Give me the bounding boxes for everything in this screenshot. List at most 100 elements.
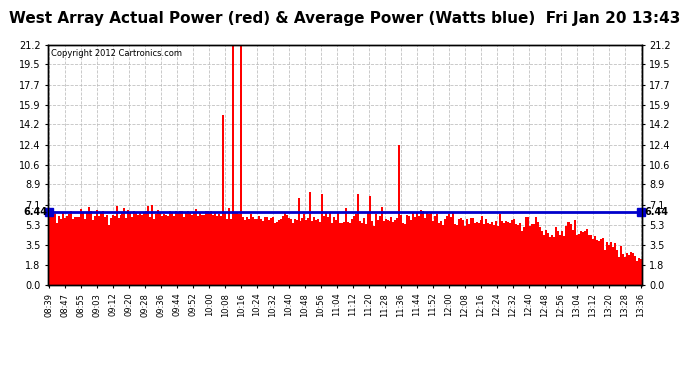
Bar xyxy=(523,226,525,285)
Bar xyxy=(446,216,448,285)
Bar xyxy=(487,223,489,285)
Bar xyxy=(525,217,527,285)
Bar xyxy=(618,257,620,285)
Bar xyxy=(484,224,486,285)
Bar xyxy=(470,218,471,285)
Bar xyxy=(438,223,440,285)
Bar xyxy=(404,224,406,285)
Bar xyxy=(345,208,347,285)
Bar xyxy=(598,241,600,285)
Bar xyxy=(226,219,228,285)
Bar xyxy=(72,219,74,285)
Bar xyxy=(220,216,222,285)
Bar xyxy=(159,213,161,285)
Bar xyxy=(258,216,260,285)
Bar xyxy=(189,212,190,285)
Bar xyxy=(434,216,436,285)
Bar xyxy=(169,211,171,285)
Bar xyxy=(157,210,159,285)
Bar xyxy=(62,212,64,285)
Bar xyxy=(246,217,248,285)
Bar xyxy=(248,219,250,285)
Bar xyxy=(628,255,630,285)
Bar xyxy=(491,222,493,285)
Bar xyxy=(546,233,549,285)
Bar xyxy=(468,224,470,285)
Bar xyxy=(373,226,375,285)
Bar xyxy=(408,216,411,285)
Bar xyxy=(137,215,139,285)
Bar xyxy=(349,223,351,285)
Bar xyxy=(244,220,246,285)
Bar xyxy=(213,215,215,285)
Bar xyxy=(569,222,571,285)
Bar xyxy=(428,214,430,285)
Bar xyxy=(311,221,313,285)
Bar xyxy=(391,217,393,285)
Bar xyxy=(282,216,284,285)
Bar xyxy=(110,217,112,285)
Bar xyxy=(395,220,397,285)
Text: West Array Actual Power (red) & Average Power (Watts blue)  Fri Jan 20 13:43: West Array Actual Power (red) & Average … xyxy=(9,11,681,26)
Bar xyxy=(626,253,628,285)
Bar xyxy=(375,214,377,285)
Bar xyxy=(448,214,450,285)
Bar xyxy=(199,212,201,285)
Bar xyxy=(566,222,569,285)
Bar xyxy=(84,219,86,285)
Bar xyxy=(151,204,153,285)
Bar xyxy=(386,219,388,285)
Bar xyxy=(50,217,52,285)
Bar xyxy=(299,221,302,285)
Bar xyxy=(600,239,602,285)
Bar xyxy=(240,46,242,285)
Bar xyxy=(411,220,412,285)
Bar xyxy=(505,221,507,285)
Bar xyxy=(578,234,580,285)
Bar xyxy=(78,217,80,285)
Bar xyxy=(559,235,560,285)
Bar xyxy=(343,222,345,285)
Bar xyxy=(270,218,272,285)
Bar xyxy=(444,219,446,285)
Bar xyxy=(233,46,234,285)
Bar xyxy=(341,223,343,285)
Bar xyxy=(64,218,66,285)
Bar xyxy=(452,213,454,285)
Bar xyxy=(497,225,500,285)
Bar xyxy=(493,225,495,285)
Bar xyxy=(215,213,217,285)
Bar xyxy=(384,219,386,285)
Bar xyxy=(456,225,457,285)
Bar xyxy=(308,218,309,285)
Bar xyxy=(55,214,56,285)
Bar xyxy=(529,226,531,285)
Bar xyxy=(564,226,566,285)
Bar xyxy=(537,222,539,285)
Bar xyxy=(323,216,325,285)
Bar xyxy=(471,218,473,285)
Bar xyxy=(319,222,322,285)
Bar xyxy=(219,214,220,285)
Bar xyxy=(507,222,509,285)
Bar xyxy=(333,217,335,285)
Bar xyxy=(432,221,434,285)
Bar xyxy=(620,246,622,285)
Bar xyxy=(582,232,584,285)
Bar xyxy=(624,257,626,285)
Bar xyxy=(279,219,282,285)
Bar xyxy=(60,219,62,285)
Bar xyxy=(98,216,100,285)
Bar xyxy=(614,243,616,285)
Bar xyxy=(553,237,555,285)
Bar xyxy=(147,206,149,285)
Bar xyxy=(74,217,76,285)
Bar xyxy=(222,115,224,285)
Bar xyxy=(420,210,422,285)
Bar xyxy=(606,242,608,285)
Bar xyxy=(596,240,598,285)
Bar xyxy=(426,213,428,285)
Bar xyxy=(114,216,115,285)
Bar xyxy=(535,216,537,285)
Bar xyxy=(430,213,432,285)
